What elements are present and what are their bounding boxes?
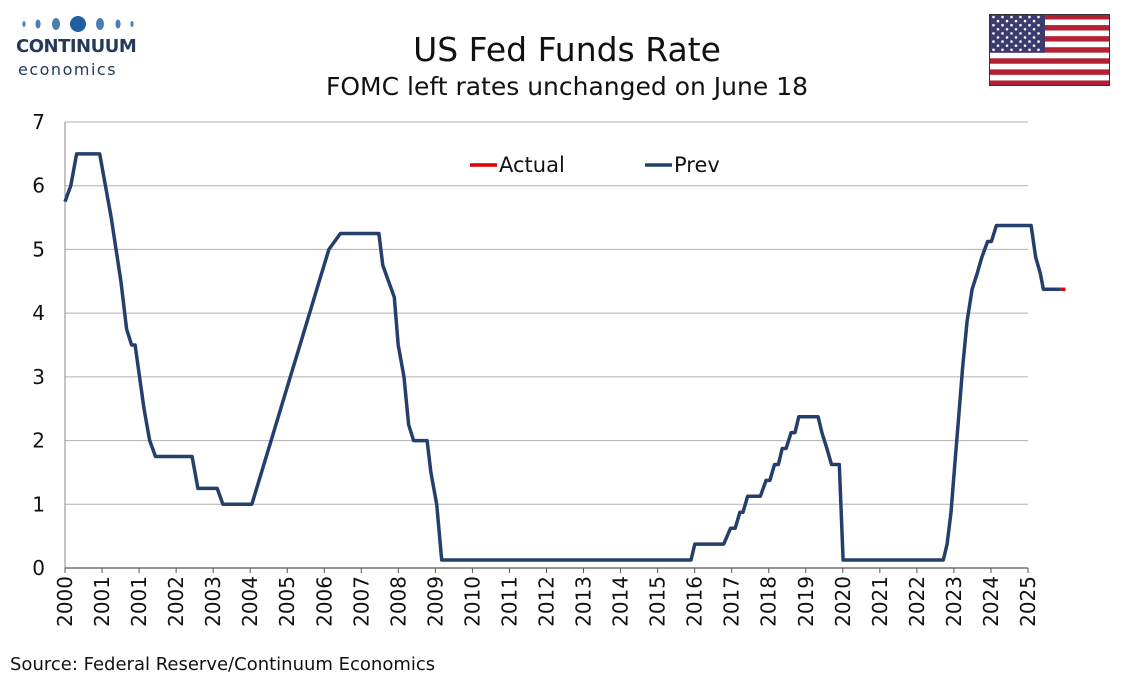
- x-tick-label: 2024: [979, 576, 1003, 627]
- x-tick-label: 2012: [535, 576, 559, 627]
- x-tick-label: 2002: [164, 576, 188, 627]
- x-tick-label: 2023: [942, 576, 966, 627]
- x-tick-label: 2004: [238, 576, 262, 627]
- us-flag-icon: [989, 14, 1110, 86]
- x-tick-label: 2010: [460, 576, 484, 627]
- x-tick-label: 2007: [349, 576, 373, 627]
- x-tick-label: 2015: [646, 576, 670, 627]
- x-tick-label: 2020: [831, 576, 855, 627]
- x-tick-label: 2003: [201, 576, 225, 627]
- x-tick-label: 2017: [720, 576, 744, 627]
- x-tick-label: 2021: [868, 576, 892, 627]
- x-tick-label: 2008: [386, 576, 410, 627]
- x-tick-label: 2000: [53, 576, 77, 627]
- chart-subtitle: FOMC left rates unchanged on June 18: [325, 72, 809, 101]
- y-tick-label: 0: [32, 556, 45, 580]
- x-tick-label: 2019: [794, 576, 818, 627]
- company-logo: CONTINUUM economics: [10, 12, 140, 79]
- x-tick-label: 2022: [905, 576, 929, 627]
- y-tick-label: 1: [32, 492, 45, 516]
- y-tick-label: 7: [32, 110, 45, 134]
- y-tick-label: 3: [32, 365, 45, 389]
- logo-brand-text: CONTINUUM: [16, 36, 137, 57]
- x-tick-label: 2014: [609, 576, 633, 627]
- x-tick-label: 2011: [497, 576, 521, 627]
- x-tick-label: 2005: [275, 576, 299, 627]
- legend-label-prev: Prev: [674, 153, 720, 177]
- x-tick-label: 2018: [757, 576, 781, 627]
- y-tick-label: 6: [32, 174, 45, 198]
- legend-label-actual: Actual: [499, 153, 565, 177]
- x-tick-label: 2016: [683, 576, 707, 627]
- x-tick-label: 2013: [572, 576, 596, 627]
- logo-sub-text: economics: [18, 60, 118, 79]
- x-tick-label: 2006: [312, 576, 336, 627]
- y-tick-label: 2: [32, 429, 45, 453]
- x-tick-label: 2009: [423, 576, 447, 627]
- y-tick-label: 5: [32, 237, 45, 261]
- line-chart: 0 1 2 3 4 5 6 7 2000 2001 2001 2002 2003 2004 2005 2006…: [32, 110, 1066, 627]
- x-tick-label: 2001: [90, 576, 114, 627]
- series-line-prev: [63, 152, 1061, 562]
- chart-title: US Fed Funds Rate: [413, 30, 721, 69]
- x-tick-label: 2025: [1016, 576, 1040, 627]
- x-tick-label: 2001: [127, 576, 151, 627]
- source-note: Source: Federal Reserve/Continuum Econom…: [10, 654, 436, 675]
- y-tick-label: 4: [32, 301, 45, 325]
- logo-dots-icon: [22, 16, 134, 32]
